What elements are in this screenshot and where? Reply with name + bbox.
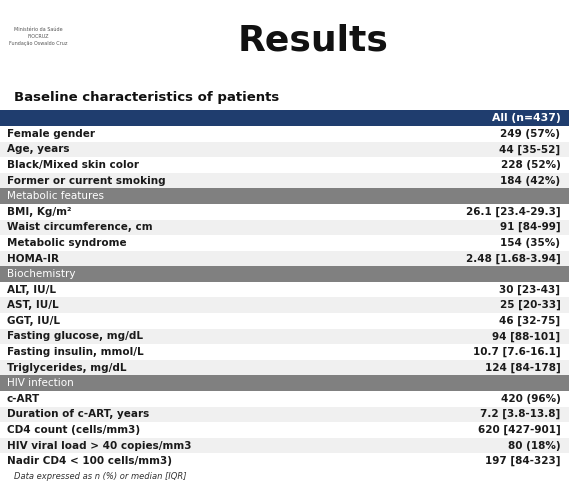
Bar — [0, 328, 569, 344]
Text: GGT, IU/L: GGT, IU/L — [7, 316, 60, 326]
Text: Triglycerides, mg/dL: Triglycerides, mg/dL — [7, 363, 126, 373]
Bar — [0, 344, 569, 360]
Text: AST, IU/L: AST, IU/L — [7, 300, 59, 310]
Text: Duration of c-ART, years: Duration of c-ART, years — [7, 409, 149, 419]
Bar — [0, 141, 569, 157]
Bar — [0, 219, 569, 235]
Text: 2.48 [1.68-3.94]: 2.48 [1.68-3.94] — [465, 253, 560, 264]
Text: c-ART: c-ART — [7, 394, 40, 404]
Text: All (n=437): All (n=437) — [492, 113, 560, 123]
Text: 44 [35-52]: 44 [35-52] — [500, 144, 560, 155]
Bar — [0, 173, 569, 189]
Text: Results: Results — [237, 24, 389, 57]
Text: CD4 count (cells/mm3): CD4 count (cells/mm3) — [7, 425, 140, 435]
Text: Former or current smoking: Former or current smoking — [7, 176, 166, 186]
Text: 94 [88-101]: 94 [88-101] — [492, 331, 560, 342]
Text: ALT, IU/L: ALT, IU/L — [7, 285, 56, 295]
Text: HOMA-IR: HOMA-IR — [7, 253, 59, 264]
Bar — [0, 391, 569, 407]
Bar — [0, 453, 569, 469]
Text: 26.1 [23.4-29.3]: 26.1 [23.4-29.3] — [466, 207, 560, 217]
Text: 80 (18%): 80 (18%) — [508, 440, 560, 451]
Text: Age, years: Age, years — [7, 144, 69, 155]
Text: 91 [84-99]: 91 [84-99] — [500, 222, 560, 232]
Bar — [0, 204, 569, 219]
Bar — [0, 282, 569, 298]
Text: 46 [32-75]: 46 [32-75] — [500, 316, 560, 326]
Bar — [0, 376, 569, 391]
Text: BMI, Kg/m²: BMI, Kg/m² — [7, 207, 71, 217]
Bar — [0, 313, 569, 328]
Text: 197 [84-323]: 197 [84-323] — [485, 456, 560, 466]
Bar — [0, 126, 569, 141]
Text: Ministério da Saúde
FIOCRUZ
Fundação Oswaldo Cruz: Ministério da Saúde FIOCRUZ Fundação Osw… — [10, 27, 68, 46]
Text: HIV viral load > 40 copies/mm3: HIV viral load > 40 copies/mm3 — [7, 440, 191, 451]
Text: 30 [23-43]: 30 [23-43] — [500, 285, 560, 295]
Text: 420 (96%): 420 (96%) — [501, 394, 560, 404]
Bar — [0, 110, 569, 126]
Text: Metabolic features: Metabolic features — [7, 191, 104, 201]
Text: Metabolic syndrome: Metabolic syndrome — [7, 238, 126, 248]
Text: Biochemistry: Biochemistry — [7, 269, 75, 279]
Text: 25 [20-33]: 25 [20-33] — [500, 300, 560, 310]
Text: 620 [427-901]: 620 [427-901] — [478, 425, 560, 435]
Bar — [0, 266, 569, 282]
Text: Waist circumference, cm: Waist circumference, cm — [7, 222, 152, 232]
Text: 10.7 [7.6-16.1]: 10.7 [7.6-16.1] — [473, 347, 560, 357]
Bar — [0, 157, 569, 173]
Text: 184 (42%): 184 (42%) — [500, 176, 560, 186]
Text: Black/Mixed skin color: Black/Mixed skin color — [7, 160, 139, 170]
Bar — [0, 407, 569, 422]
Text: Baseline characteristics of patients: Baseline characteristics of patients — [14, 91, 279, 104]
Text: 228 (52%): 228 (52%) — [501, 160, 560, 170]
Text: Fasting glucose, mg/dL: Fasting glucose, mg/dL — [7, 331, 143, 341]
Text: 124 [84-178]: 124 [84-178] — [485, 362, 560, 373]
Bar — [0, 251, 569, 266]
Text: 7.2 [3.8-13.8]: 7.2 [3.8-13.8] — [480, 409, 560, 419]
Text: Female gender: Female gender — [7, 129, 95, 139]
Bar — [0, 422, 569, 438]
Bar — [0, 189, 569, 204]
Bar — [0, 360, 569, 376]
Text: 154 (35%): 154 (35%) — [501, 238, 560, 248]
Bar — [3, 6, 77, 75]
Bar — [0, 298, 569, 313]
Text: 249 (57%): 249 (57%) — [501, 129, 560, 139]
Text: Nadir CD4 < 100 cells/mm3): Nadir CD4 < 100 cells/mm3) — [7, 456, 172, 466]
Text: Data expressed as n (%) or median [IQR]: Data expressed as n (%) or median [IQR] — [14, 472, 187, 481]
Text: HIV infection: HIV infection — [7, 378, 73, 388]
Bar — [0, 438, 569, 453]
Bar — [0, 235, 569, 251]
Text: Fasting insulin, mmol/L: Fasting insulin, mmol/L — [7, 347, 143, 357]
